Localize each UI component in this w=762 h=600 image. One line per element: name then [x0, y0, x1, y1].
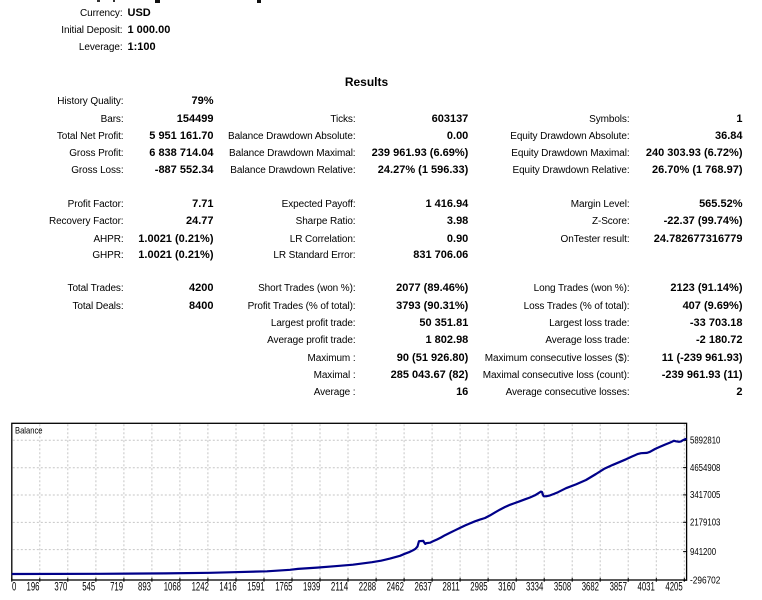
svg-text:4205: 4205: [665, 580, 682, 594]
svg-text:5892810: 5892810: [690, 436, 721, 447]
svg-text:2637: 2637: [415, 580, 432, 594]
svg-text:2811: 2811: [442, 580, 459, 594]
svg-text:4654908: 4654908: [690, 463, 721, 474]
svg-text:3857: 3857: [610, 580, 627, 594]
svg-text:941200: 941200: [690, 547, 716, 558]
svg-text:1416: 1416: [219, 580, 236, 594]
svg-text:0: 0: [12, 580, 16, 594]
svg-text:4031: 4031: [638, 580, 655, 594]
svg-text:3334: 3334: [526, 580, 543, 594]
svg-text:Balance: Balance: [15, 426, 43, 436]
svg-text:3682: 3682: [582, 580, 599, 594]
svg-text:3160: 3160: [498, 580, 515, 594]
svg-text:2179103: 2179103: [690, 518, 721, 529]
svg-text:2288: 2288: [359, 580, 376, 594]
svg-text:719: 719: [110, 580, 123, 594]
svg-text:1939: 1939: [303, 580, 320, 594]
svg-text:893: 893: [138, 580, 151, 594]
svg-text:2462: 2462: [387, 580, 404, 594]
svg-text:3508: 3508: [554, 580, 571, 594]
svg-text:1765: 1765: [275, 580, 292, 594]
svg-text:370: 370: [54, 580, 67, 594]
svg-text:1242: 1242: [192, 580, 209, 594]
svg-text:-296702: -296702: [690, 576, 721, 587]
svg-text:2985: 2985: [470, 580, 487, 594]
svg-text:545: 545: [82, 580, 95, 594]
svg-text:2114: 2114: [331, 580, 348, 594]
svg-text:1068: 1068: [164, 580, 181, 594]
svg-text:196: 196: [27, 580, 40, 594]
svg-text:3417005: 3417005: [690, 490, 721, 501]
svg-text:1591: 1591: [247, 580, 264, 594]
